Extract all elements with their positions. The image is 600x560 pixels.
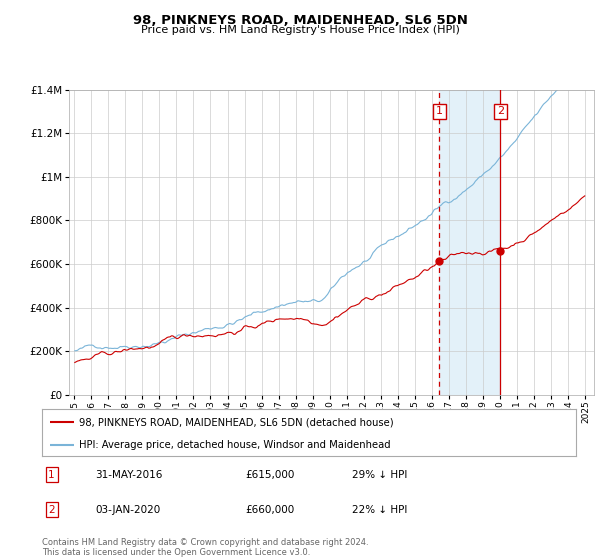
Text: 1: 1	[436, 106, 443, 116]
Text: 03-JAN-2020: 03-JAN-2020	[95, 505, 161, 515]
Text: 98, PINKNEYS ROAD, MAIDENHEAD, SL6 5DN: 98, PINKNEYS ROAD, MAIDENHEAD, SL6 5DN	[133, 14, 467, 27]
Text: 2: 2	[48, 505, 55, 515]
Bar	[439, 90, 500, 395]
Text: HPI: Average price, detached house, Windsor and Maidenhead: HPI: Average price, detached house, Wind…	[79, 440, 391, 450]
Text: Contains HM Land Registry data © Crown copyright and database right 2024.
This d: Contains HM Land Registry data © Crown c…	[42, 538, 368, 557]
Text: 98, PINKNEYS ROAD, MAIDENHEAD, SL6 5DN (detached house): 98, PINKNEYS ROAD, MAIDENHEAD, SL6 5DN (…	[79, 417, 394, 427]
Text: 22% ↓ HPI: 22% ↓ HPI	[352, 505, 407, 515]
Text: 2: 2	[497, 106, 504, 116]
Text: 29% ↓ HPI: 29% ↓ HPI	[352, 470, 407, 479]
Text: 31-MAY-2016: 31-MAY-2016	[95, 470, 163, 479]
Text: 1: 1	[48, 470, 55, 479]
Text: £660,000: £660,000	[245, 505, 294, 515]
Text: Price paid vs. HM Land Registry's House Price Index (HPI): Price paid vs. HM Land Registry's House …	[140, 25, 460, 35]
Text: £615,000: £615,000	[245, 470, 294, 479]
